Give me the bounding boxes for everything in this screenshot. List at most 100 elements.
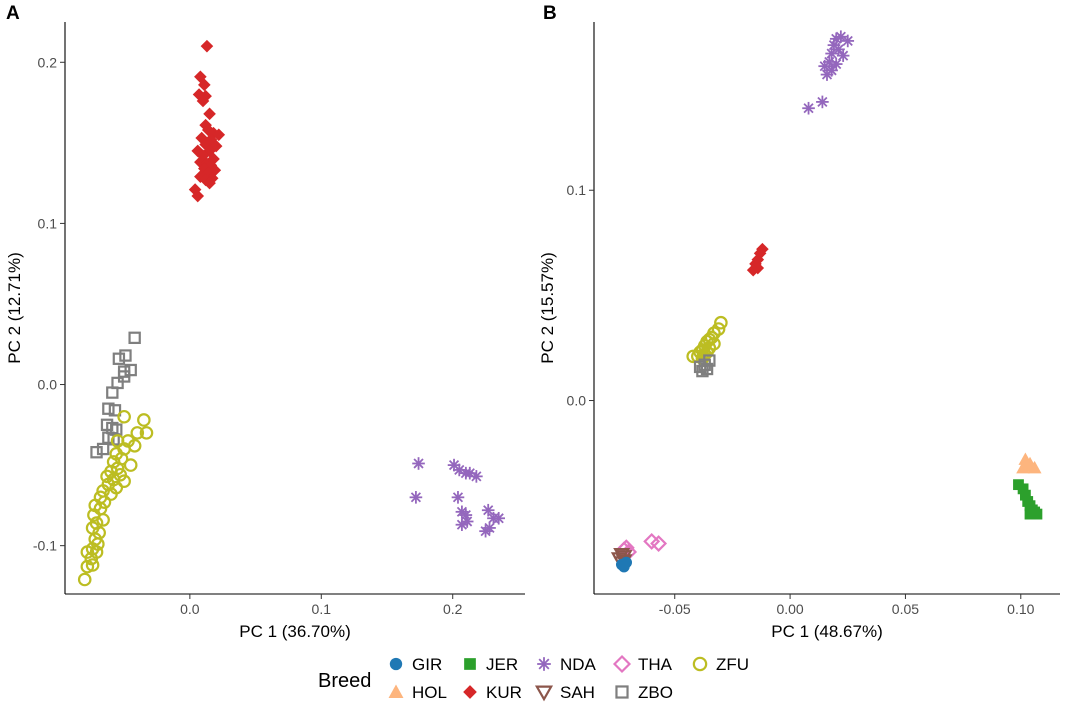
- legend-item-jer: JER: [464, 655, 518, 674]
- legend-key-kur: [463, 685, 477, 699]
- data-point: [80, 559, 95, 574]
- data-point: [130, 426, 145, 440]
- series-gir: [615, 556, 632, 573]
- x-tick-label: -0.05: [659, 601, 691, 617]
- data-point: [191, 189, 205, 203]
- legend-label: HOL: [412, 683, 447, 702]
- data-point: [481, 503, 495, 517]
- series-zfu: [77, 409, 154, 587]
- data-point: [84, 551, 99, 566]
- data-point: [836, 49, 850, 62]
- data-point: [198, 78, 211, 92]
- data-point: [686, 349, 700, 364]
- legend-label: KUR: [486, 683, 522, 702]
- x-tick-label: 0.0: [180, 601, 200, 617]
- data-point: [117, 370, 131, 383]
- data-point: [110, 461, 125, 476]
- data-point: [753, 247, 767, 260]
- data-point: [1024, 508, 1036, 520]
- legend-key-zfu: [692, 656, 708, 672]
- data-point: [196, 94, 210, 108]
- data-point: [102, 402, 115, 415]
- data-point: [112, 352, 126, 365]
- legend-label: NDA: [560, 655, 597, 674]
- data-point: [128, 331, 141, 345]
- data-point: [192, 88, 206, 101]
- data-point: [1019, 489, 1031, 501]
- data-point: [203, 144, 216, 158]
- y-tick-label: 0.2: [38, 54, 58, 70]
- legend-title: Breed: [318, 670, 371, 692]
- legend-key-jer: [464, 658, 476, 670]
- legend-label: GIR: [412, 655, 442, 674]
- legend-key-sah: [534, 685, 554, 702]
- legend-item-tha: THA: [612, 654, 673, 674]
- data-point: [487, 511, 500, 525]
- data-point: [203, 107, 216, 121]
- legend-item-nda: NDA: [537, 655, 597, 674]
- data-point: [447, 458, 461, 472]
- x-tick-label: 0.00: [776, 601, 803, 617]
- data-point: [117, 474, 131, 489]
- data-point: [841, 34, 855, 48]
- panel-label: B: [543, 3, 557, 24]
- x-tick-label: 0.1: [312, 601, 332, 617]
- breed-legend: Breed GIR JER NDA THA ZFU HOL KUR SAH ZBO: [318, 654, 749, 702]
- data-point: [412, 457, 425, 470]
- data-point: [139, 426, 154, 440]
- data-point: [829, 57, 843, 71]
- series-hol: [1016, 452, 1042, 474]
- data-point: [110, 434, 125, 448]
- series-kur: [188, 39, 226, 203]
- legend-key-hol: [388, 684, 404, 698]
- legend-item-zfu: ZFU: [692, 655, 749, 674]
- data-point: [820, 68, 834, 81]
- legend-item-gir: GIR: [389, 655, 442, 674]
- panel-label: A: [6, 3, 20, 24]
- legend-label: JER: [486, 655, 518, 674]
- x-tick-label: 0.05: [892, 601, 919, 617]
- legend-label: ZBO: [638, 683, 673, 702]
- data-point: [451, 491, 465, 504]
- legend-item-hol: HOL: [388, 683, 447, 702]
- data-point: [650, 535, 668, 552]
- legend-item-kur: KUR: [463, 683, 522, 702]
- data-point: [1017, 483, 1029, 495]
- legend-item-zbo: ZBO: [615, 683, 673, 702]
- data-point: [1027, 460, 1042, 474]
- y-axis-title: PC 2 (15.57%): [538, 252, 557, 364]
- data-point: [643, 532, 661, 550]
- y-tick-label: 0.1: [567, 182, 587, 198]
- data-point: [90, 446, 103, 459]
- data-point: [195, 131, 208, 145]
- data-point: [124, 363, 137, 377]
- legend-key-zbo: [615, 685, 629, 699]
- data-point: [119, 349, 132, 362]
- y-tick-label: 0.0: [567, 393, 587, 409]
- data-point: [200, 39, 214, 53]
- data-point: [137, 413, 151, 427]
- data-point: [108, 404, 122, 417]
- data-point: [455, 518, 469, 532]
- series-nda: [802, 30, 855, 115]
- legend-item-sah: SAH: [534, 683, 595, 702]
- data-point: [714, 315, 728, 330]
- data-point: [1031, 508, 1043, 520]
- panel-b: B -0.05 0.00 0.05 0.10 0.0 0.1 PC 1 (48.67%) PC …: [538, 3, 1060, 641]
- y-tick-label: 0.0: [38, 377, 58, 393]
- data-point: [832, 43, 845, 56]
- series-kur: [746, 242, 769, 277]
- y-tick-label: 0.1: [38, 215, 58, 231]
- y-axis-title: PC 2 (12.71%): [5, 252, 24, 364]
- data-point: [1016, 460, 1030, 474]
- legend-key-gir: [389, 657, 403, 671]
- data-point: [696, 364, 709, 378]
- legend-key-tha: [612, 654, 632, 674]
- data-point: [96, 513, 110, 527]
- x-axis-title: PC 1 (48.67%): [771, 622, 883, 641]
- series-jer: [1013, 479, 1043, 520]
- data-point: [100, 469, 114, 484]
- data-point: [470, 470, 483, 483]
- data-point: [618, 560, 630, 573]
